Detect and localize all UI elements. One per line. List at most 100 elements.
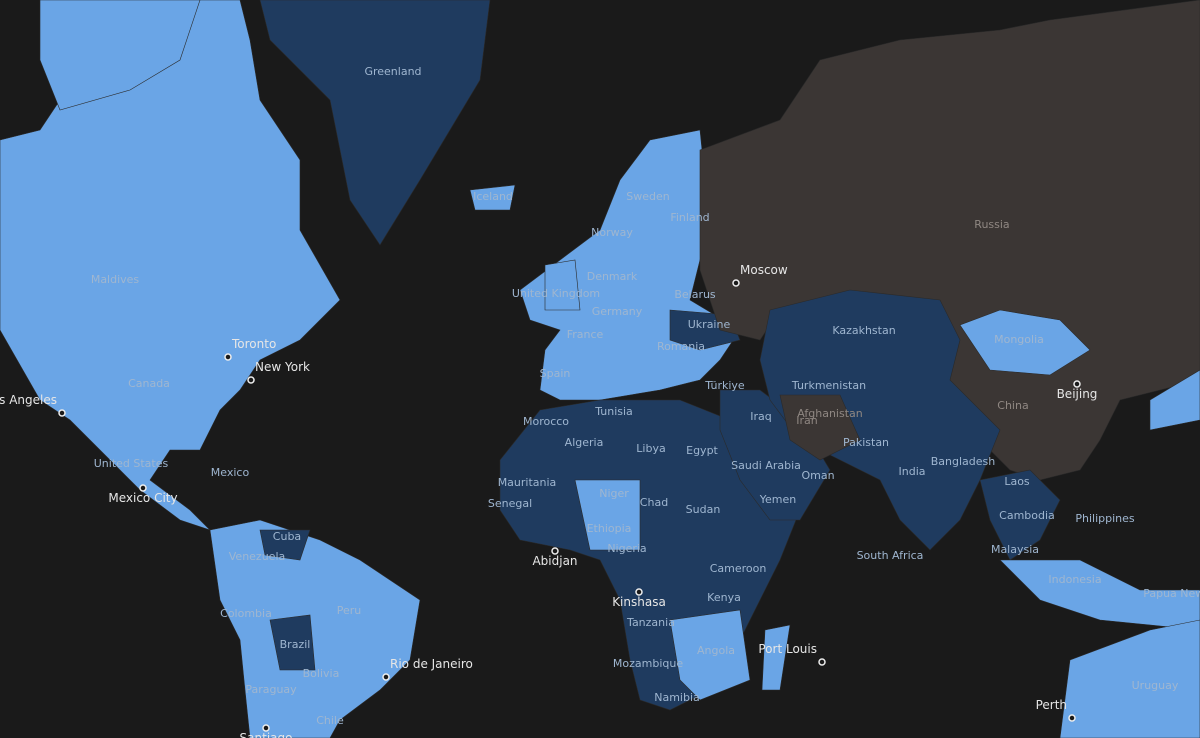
country-label: France xyxy=(567,328,604,341)
city-dot xyxy=(1068,714,1076,722)
country-label: Angola xyxy=(697,644,735,657)
iceland xyxy=(469,184,516,211)
country-label: Saudi Arabia xyxy=(731,459,801,472)
country-label: Mauritania xyxy=(498,476,557,489)
country-label: Kazakhstan xyxy=(832,324,895,337)
country-label: Spain xyxy=(540,367,571,380)
country-label: Turkmenistan xyxy=(791,379,866,392)
country-label: Russia xyxy=(974,218,1009,231)
country-label: Brazil xyxy=(280,638,311,651)
city-dot xyxy=(1073,380,1081,388)
west-africa-patch xyxy=(574,479,641,551)
city-dot xyxy=(732,279,740,287)
city-dot xyxy=(224,353,232,361)
country-label: Cameroon xyxy=(710,562,767,575)
iran-afghanistan xyxy=(779,394,861,461)
country-label: Mexico xyxy=(211,466,250,479)
country-label: Morocco xyxy=(523,415,569,428)
australia-shape xyxy=(1059,619,1200,738)
city-dot xyxy=(58,409,66,417)
country-label: Denmark xyxy=(587,270,638,283)
country-label: Ukraine xyxy=(688,318,731,331)
mongolia-shape xyxy=(959,309,1091,376)
city-dot xyxy=(247,376,255,384)
country-label: Cambodia xyxy=(999,509,1055,522)
arctic-islands xyxy=(39,0,201,111)
city-label: Moscow xyxy=(740,263,788,277)
city-dot xyxy=(139,484,147,492)
country-label: United States xyxy=(94,457,169,470)
country-label: Pakistan xyxy=(843,436,889,449)
southeast-asia xyxy=(979,469,1061,561)
britain xyxy=(544,259,581,311)
city-dot xyxy=(635,588,643,596)
country-label: Sudan xyxy=(686,503,721,516)
country-label: Iraq xyxy=(750,410,772,423)
country-label: Egypt xyxy=(686,444,718,457)
city-label: Mexico City xyxy=(108,491,177,505)
city-label: Beijing xyxy=(1057,387,1098,401)
country-label: Bolivia xyxy=(303,667,340,680)
country-label: Niger xyxy=(599,487,629,500)
city-label: Rio de Janeiro xyxy=(390,657,473,671)
country-label: Bangladesh xyxy=(931,455,996,468)
central-south-asia xyxy=(759,289,1001,551)
city-dot xyxy=(262,724,270,732)
country-label: Chad xyxy=(640,496,668,509)
country-label: Libya xyxy=(636,442,665,455)
country-label: Kenya xyxy=(707,591,741,604)
country-label: Canada xyxy=(128,377,170,390)
country-label: Algeria xyxy=(565,436,604,449)
country-label: China xyxy=(997,399,1028,412)
country-label: Türkiye xyxy=(704,379,745,392)
country-label: United Kingdom xyxy=(512,287,600,300)
country-label: Mongolia xyxy=(994,333,1044,346)
city-dot xyxy=(382,673,390,681)
city-label: Perth xyxy=(1036,698,1067,712)
country-label: Laos xyxy=(1004,475,1030,488)
country-label: Mozambique xyxy=(613,657,683,670)
country-label: Philippines xyxy=(1075,512,1135,525)
country-label: Maldives xyxy=(91,273,140,286)
country-label: Uruguay xyxy=(1132,679,1179,692)
country-label: Romania xyxy=(657,340,705,353)
country-label: Malaysia xyxy=(991,543,1039,556)
city-label: Toronto xyxy=(231,337,276,351)
country-label: Papua New Guinea xyxy=(1143,587,1200,600)
japan xyxy=(1149,369,1200,431)
country-label: India xyxy=(899,465,926,478)
country-label: Nigeria xyxy=(607,542,646,555)
country-label: Yemen xyxy=(759,493,797,506)
city-label: Kinshasa xyxy=(612,595,666,609)
city-dot xyxy=(551,547,559,555)
city-label: Abidjan xyxy=(532,554,577,568)
country-label: Afghanistan xyxy=(797,407,863,420)
venezuela-shape xyxy=(259,529,311,561)
country-label: Paraguay xyxy=(245,683,297,696)
country-label: Ethiopia xyxy=(587,522,632,535)
bolivia-shape xyxy=(269,614,316,671)
indonesia-shape xyxy=(999,559,1200,631)
madagascar xyxy=(761,624,791,691)
south-america xyxy=(209,519,421,738)
country-label: Sweden xyxy=(626,190,669,203)
greenland xyxy=(259,0,491,246)
country-label: Peru xyxy=(337,604,362,617)
country-label: Chile xyxy=(316,714,344,727)
country-label: Tunisia xyxy=(594,405,633,418)
country-label: Oman xyxy=(801,469,834,482)
country-label: Cuba xyxy=(273,530,301,543)
country-label: Finland xyxy=(670,211,709,224)
country-label: Greenland xyxy=(364,65,421,78)
country-label: Germany xyxy=(592,305,643,318)
country-label: Colombia xyxy=(220,607,272,620)
country-label: Norway xyxy=(591,226,633,239)
country-label: Iceland xyxy=(473,190,513,203)
country-label: Tanzania xyxy=(626,616,675,629)
city-label: New York xyxy=(255,360,310,374)
country-label: Venezuela xyxy=(229,550,286,563)
country-label: Senegal xyxy=(488,497,532,510)
